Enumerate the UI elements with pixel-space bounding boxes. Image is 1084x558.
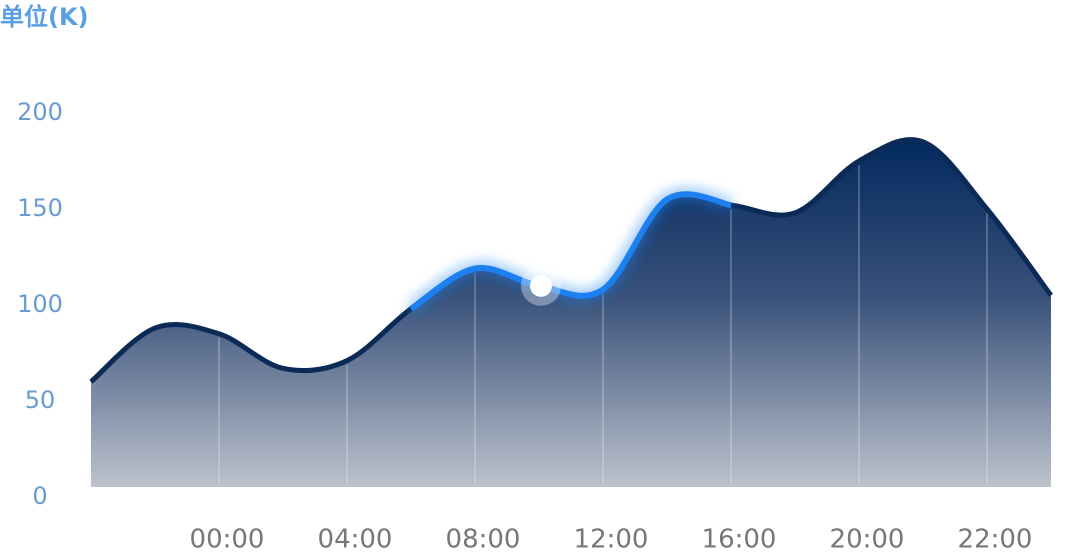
y-tick-label: 50 bbox=[25, 386, 56, 414]
x-tick-label: 16:00 bbox=[702, 525, 777, 555]
area-fill bbox=[91, 139, 1051, 488]
highlight-line bbox=[409, 191, 732, 312]
y-tick-label: 0 bbox=[32, 482, 47, 510]
x-tick-label: 08:00 bbox=[446, 525, 521, 555]
x-tick-label: 20:00 bbox=[830, 525, 905, 555]
y-tick-label: 200 bbox=[17, 98, 63, 126]
x-tick-label: 00:00 bbox=[190, 525, 265, 555]
x-tick-label: 04:00 bbox=[318, 525, 393, 555]
point bbox=[530, 274, 552, 297]
y-tick-label: 100 bbox=[17, 290, 63, 318]
x-tick-label: 12:00 bbox=[574, 525, 649, 555]
axis-unit-title: 单位(K) bbox=[0, 3, 89, 31]
x-tick-label: 22:00 bbox=[958, 525, 1033, 555]
y-tick-label: 150 bbox=[17, 194, 63, 222]
